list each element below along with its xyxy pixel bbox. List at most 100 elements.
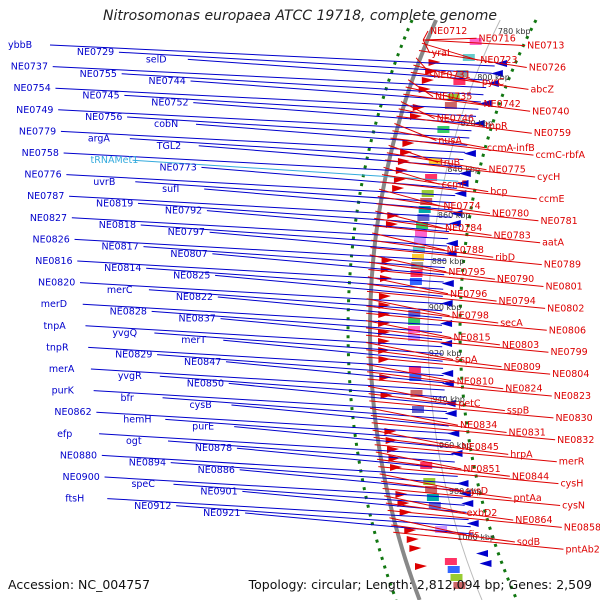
- minus-strand-gene-label[interactable]: NE0776: [24, 170, 61, 181]
- minus-strand-gene-label[interactable]: NE0886: [198, 465, 235, 476]
- minus-strand-gene-label[interactable]: NE0847: [184, 357, 221, 368]
- minus-strand-gene-label[interactable]: NE0826: [33, 234, 70, 245]
- plus-strand-gene-label[interactable]: NE0712: [430, 26, 467, 37]
- minus-strand-gene-label[interactable]: NE0814: [104, 263, 141, 274]
- plus-strand-gene-label[interactable]: tnpR: [485, 121, 508, 132]
- plus-strand-gene-label[interactable]: NE0746: [437, 114, 474, 125]
- plus-strand-gene-label[interactable]: ccmF: [442, 179, 467, 190]
- plus-strand-gene-label[interactable]: NE0740: [532, 106, 569, 117]
- plus-strand-gene-label[interactable]: petC: [458, 398, 481, 409]
- plus-strand-gene-label[interactable]: cycH: [537, 172, 560, 183]
- minus-strand-gene-label[interactable]: NE0752: [151, 98, 188, 109]
- plus-strand-gene-label[interactable]: NE0802: [547, 303, 584, 314]
- minus-strand-gene-label[interactable]: NE0816: [35, 256, 72, 267]
- minus-strand-gene-label[interactable]: argA: [88, 134, 111, 145]
- plus-strand-gene-label[interactable]: ribD: [495, 252, 515, 263]
- minus-strand-gene-label[interactable]: yvgQ: [112, 328, 137, 339]
- minus-strand-gene-label[interactable]: NE0754: [13, 83, 50, 94]
- plus-strand-gene-label[interactable]: NE0788: [447, 245, 484, 256]
- plus-strand-gene-label[interactable]: NE0824: [505, 384, 542, 395]
- minus-strand-gene-label[interactable]: NE0837: [179, 314, 216, 325]
- minus-strand-gene-label[interactable]: ogt: [126, 436, 142, 447]
- minus-strand-gene-label[interactable]: NE0880: [60, 450, 97, 461]
- plus-strand-gene-label[interactable]: NE0803: [502, 340, 539, 351]
- plus-strand-gene-label[interactable]: ccmE: [539, 194, 565, 205]
- plus-strand-gene-label[interactable]: NE0831: [509, 428, 546, 439]
- minus-strand-gene-label[interactable]: tnpA: [43, 321, 66, 332]
- minus-strand-gene-label[interactable]: merC: [107, 285, 133, 296]
- plus-strand-gene-label[interactable]: NE0775: [489, 165, 526, 176]
- minus-strand-gene-label[interactable]: NE0737: [11, 62, 48, 73]
- minus-strand-gene-label[interactable]: merA: [49, 364, 75, 375]
- minus-strand-gene-label[interactable]: hemH: [123, 414, 151, 425]
- minus-strand-gene-label[interactable]: NE0827: [30, 213, 67, 224]
- plus-strand-gene-label[interactable]: aatA: [542, 238, 564, 249]
- plus-strand-gene-label[interactable]: bcp: [490, 187, 507, 198]
- minus-strand-gene-label[interactable]: NE0825: [173, 270, 210, 281]
- minus-strand-gene-label[interactable]: NE0828: [110, 306, 147, 317]
- minus-strand-gene-label[interactable]: NE0792: [165, 206, 202, 217]
- plus-strand-gene-label[interactable]: NE0799: [550, 347, 587, 358]
- plus-strand-gene-label[interactable]: NE0845: [462, 442, 499, 453]
- plus-strand-gene-label[interactable]: pntAb2: [565, 544, 599, 555]
- plus-strand-gene-label[interactable]: hrpA: [510, 449, 533, 460]
- plus-strand-gene-label[interactable]: pyrC: [482, 77, 505, 88]
- minus-strand-gene-label[interactable]: purK: [52, 386, 75, 397]
- minus-strand-gene-label[interactable]: NE0787: [27, 191, 64, 202]
- plus-strand-gene-label[interactable]: truB: [440, 157, 460, 168]
- minus-strand-gene-label[interactable]: NE0758: [22, 148, 59, 159]
- plus-strand-gene-label[interactable]: NE0801: [545, 282, 582, 293]
- plus-strand-gene-label[interactable]: NE0795: [448, 267, 485, 278]
- minus-strand-gene-label[interactable]: NE0850: [187, 378, 224, 389]
- plus-strand-gene-label[interactable]: NE0774: [443, 201, 480, 212]
- minus-strand-gene-label[interactable]: NE0755: [80, 69, 117, 80]
- minus-strand-gene-label[interactable]: NE0818: [99, 220, 136, 231]
- minus-strand-gene-label[interactable]: NE0797: [168, 227, 205, 238]
- plus-strand-gene-label[interactable]: NE0806: [549, 325, 586, 336]
- minus-strand-gene-label[interactable]: merD: [41, 299, 67, 310]
- minus-strand-gene-label[interactable]: uvrB: [93, 177, 115, 188]
- minus-strand-gene-label[interactable]: NE0894: [129, 458, 166, 469]
- plus-strand-gene-label[interactable]: fis: [468, 530, 479, 541]
- plus-strand-gene-label[interactable]: NE0834: [460, 420, 497, 431]
- plus-strand-gene-label[interactable]: NE0784: [445, 223, 482, 234]
- plus-strand-gene-label[interactable]: NE0810: [457, 376, 494, 387]
- plus-strand-gene-label[interactable]: ccmA-infB: [487, 143, 535, 154]
- plus-strand-gene-label[interactable]: NE0832: [557, 435, 594, 446]
- plus-strand-gene-label[interactable]: sspB: [507, 406, 529, 417]
- plus-strand-gene-label[interactable]: NE0790: [497, 274, 534, 285]
- minus-strand-gene-label[interactable]: NE0878: [195, 443, 232, 454]
- plus-strand-gene-label[interactable]: NE0858: [564, 522, 600, 533]
- minus-strand-gene-label[interactable]: NE0773: [159, 162, 196, 173]
- plus-strand-gene-label[interactable]: cysN: [562, 501, 585, 512]
- plus-strand-gene-label[interactable]: merR: [559, 457, 585, 468]
- plus-strand-gene-label[interactable]: NE0794: [499, 296, 536, 307]
- minus-strand-gene-label[interactable]: ftsH: [65, 494, 84, 505]
- minus-strand-gene-label[interactable]: NE0901: [200, 486, 237, 497]
- minus-strand-gene-label[interactable]: NE0819: [96, 198, 133, 209]
- plus-strand-gene-label[interactable]: NE0815: [453, 333, 490, 344]
- minus-strand-gene-label[interactable]: NE0749: [16, 105, 53, 116]
- minus-strand-gene-label[interactable]: NE0744: [149, 76, 186, 87]
- plus-strand-gene-label[interactable]: NE0844: [512, 471, 549, 482]
- minus-strand-gene-label[interactable]: NE0921: [203, 508, 240, 519]
- plus-strand-gene-label[interactable]: NE0723: [480, 55, 517, 66]
- plus-strand-gene-label[interactable]: cysD: [465, 486, 488, 497]
- minus-strand-gene-label[interactable]: merT: [181, 335, 206, 346]
- minus-strand-gene-label[interactable]: NE0729: [77, 47, 114, 58]
- plus-strand-gene-label[interactable]: NE0735: [435, 92, 472, 103]
- minus-strand-gene-label[interactable]: purE: [192, 422, 214, 433]
- plus-strand-gene-label[interactable]: NE0716: [479, 33, 516, 44]
- minus-strand-gene-label[interactable]: tRNAMet1: [91, 155, 139, 166]
- minus-strand-gene-label[interactable]: bfr: [121, 393, 134, 404]
- minus-strand-gene-label[interactable]: NE0822: [176, 292, 213, 303]
- minus-strand-gene-label[interactable]: sufI: [162, 184, 179, 195]
- plus-strand-gene-label[interactable]: NE0823: [554, 391, 591, 402]
- plus-strand-gene-label[interactable]: ccmC-rbfA: [535, 150, 585, 161]
- plus-strand-gene-label[interactable]: exbD2: [467, 508, 498, 519]
- minus-strand-gene-label[interactable]: NE0820: [38, 278, 75, 289]
- minus-strand-gene-label[interactable]: yvgR: [118, 371, 142, 382]
- plus-strand-gene-label[interactable]: NE0809: [504, 362, 541, 373]
- plus-strand-gene-label[interactable]: abcZ: [530, 84, 554, 95]
- plus-strand-gene-label[interactable]: NE0713: [527, 41, 564, 52]
